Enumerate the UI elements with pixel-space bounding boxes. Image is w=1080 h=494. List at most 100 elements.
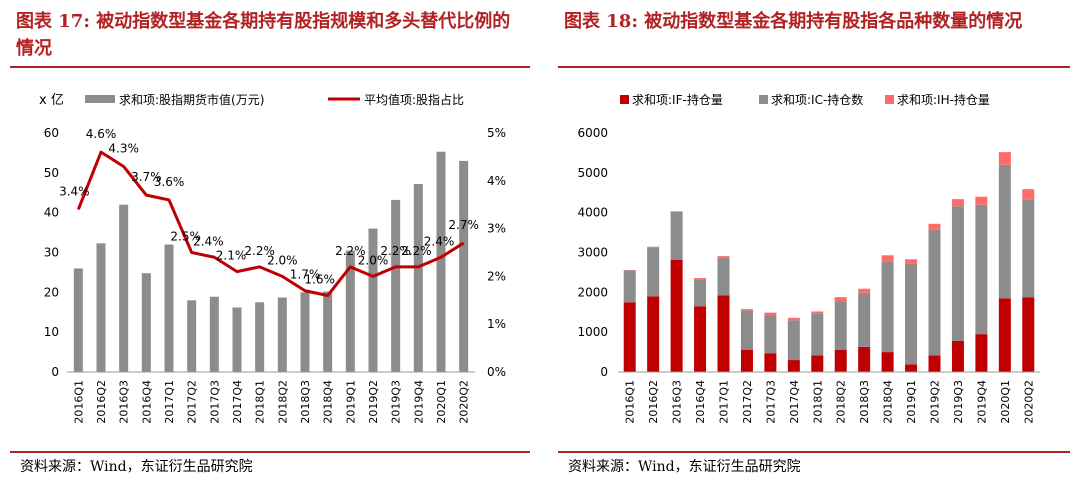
y-tick-label: 10	[44, 325, 59, 339]
x-tick-label: 2020Q1	[999, 380, 1012, 424]
y2-tick-label: 1%	[487, 317, 506, 331]
x-tick-label: 2016Q3	[671, 380, 684, 424]
bar-segment-if	[858, 346, 871, 372]
x-tick-label: 2016Q4	[140, 380, 153, 424]
x-tick-label: 2018Q3	[299, 380, 312, 424]
y2-tick-label: 4%	[487, 174, 506, 188]
line-data-label: 4.3%	[108, 141, 139, 155]
line-data-label: 2.4%	[193, 234, 224, 248]
x-tick-label: 2019Q1	[905, 380, 918, 424]
bar	[345, 250, 355, 372]
bar-segment-ic	[740, 310, 753, 350]
line-data-label: 4.6%	[86, 127, 117, 141]
x-tick-label: 2020Q1	[435, 380, 448, 424]
bar-segment-ic	[975, 204, 988, 335]
bar-segment-if	[905, 364, 918, 372]
line-data-label: 3.7%	[131, 170, 162, 184]
y-tick-label: 20	[44, 285, 59, 299]
y-tick-label: 3000	[577, 246, 608, 260]
y2-tick-label: 0%	[487, 365, 506, 379]
bar	[300, 292, 310, 372]
x-tick-label: 2019Q3	[390, 380, 403, 424]
bar-segment-ih	[998, 152, 1011, 165]
x-tick-label: 2016Q3	[118, 380, 131, 424]
bar-segment-ic	[623, 270, 636, 303]
bar-segment-ic	[834, 301, 847, 350]
bar	[323, 291, 333, 372]
x-tick-label: 2018Q3	[858, 380, 871, 424]
bar	[368, 228, 378, 372]
x-tick-label: 2017Q1	[718, 380, 731, 424]
line-data-label: 2.7%	[448, 218, 479, 232]
legend-swatch-ic	[759, 95, 768, 104]
line-data-label: 2.5%	[170, 230, 201, 244]
bar-segment-ih	[834, 297, 847, 302]
y-tick-label: 5000	[577, 166, 608, 180]
x-tick-label: 2016Q1	[624, 380, 637, 424]
x-tick-label: 2019Q2	[367, 380, 380, 424]
bar-segment-ih	[740, 309, 753, 311]
y2-tick-label: 5%	[487, 126, 506, 140]
bar-segment-ih	[670, 211, 683, 212]
legend-swatch-bar	[85, 95, 115, 103]
x-tick-label: 2020Q2	[1022, 380, 1035, 424]
bar-segment-ih	[717, 256, 730, 258]
x-tick-label: 2018Q1	[254, 380, 267, 424]
bar-segment-if	[647, 296, 660, 372]
bar-segment-if	[787, 360, 800, 372]
bar-segment-if	[764, 353, 777, 372]
x-tick-label: 2017Q4	[788, 380, 801, 424]
y-tick-label: 1000	[577, 325, 608, 339]
bar-segment-ih	[858, 288, 871, 293]
y-tick-label: 0	[51, 365, 59, 379]
bar-segment-ic	[717, 257, 730, 296]
line-data-label: 1.7%	[290, 268, 321, 282]
right-source: 资料来源：Wind，东证衍生品研究院	[568, 459, 801, 475]
x-tick-label: 2016Q1	[72, 380, 85, 424]
legend-label-if: 求和项:IF-持仓量	[632, 92, 723, 107]
bar-segment-ic	[858, 292, 871, 347]
x-tick-label: 2019Q1	[344, 380, 357, 424]
y-tick-label: 4000	[577, 206, 608, 220]
bar	[277, 297, 287, 372]
right-title-rule	[558, 66, 1070, 68]
left-panel: 图表 17: 被动指数型基金各期持有股指规模和多头替代比例的情况 0 10 20 30…	[10, 0, 530, 494]
bar-segment-ic	[998, 164, 1011, 299]
legend-swatch-ih	[885, 95, 894, 104]
bar	[209, 296, 219, 372]
left-chart-title: 图表 17: 被动指数型基金各期持有股指规模和多头替代比例的情况	[16, 11, 511, 59]
line-data-label: 2.1%	[216, 249, 247, 263]
y-tick-label: 40	[44, 206, 59, 220]
line-data-label: 3.4%	[59, 184, 90, 198]
x-tick-label: 2018Q2	[835, 380, 848, 424]
y2-tick-label: 3%	[487, 222, 506, 236]
bar-segment-ih	[928, 223, 941, 230]
x-tick-label: 2018Q4	[322, 380, 335, 424]
line-data-label: 2.2%	[244, 244, 275, 258]
bar-segment-ic	[811, 313, 824, 356]
x-tick-label: 2018Q1	[811, 380, 824, 424]
bar-segment-if	[811, 355, 824, 372]
x-tick-label: 2017Q2	[741, 380, 754, 424]
line-data-label: 2.2%	[380, 244, 411, 258]
left-chart: 0 10 20 30 40 50 60 0% 1% 2% 3% 4% 5% x 亿 求和项:股指期货市值(万…	[39, 92, 506, 424]
x-tick-label: 2016Q2	[95, 380, 108, 424]
bar	[232, 307, 242, 372]
bar-segment-ih	[1022, 189, 1035, 200]
line-data-label: 2.0%	[358, 253, 389, 267]
bar-segment-ih	[881, 255, 894, 262]
bar	[141, 273, 151, 372]
right-source-rule	[558, 451, 1070, 453]
bar-segment-ic	[670, 211, 683, 260]
bar-segment-ic	[881, 261, 894, 353]
bar	[96, 243, 106, 372]
bar	[119, 204, 129, 372]
bar-segment-ic	[951, 206, 964, 341]
legend-label-bar: 求和项:股指期货市值(万元)	[119, 92, 264, 107]
y-tick-label: 50	[44, 166, 59, 180]
bar-segment-if	[670, 259, 683, 372]
y2-tick-label: 2%	[487, 269, 506, 283]
legend-label-line: 平均值项:股指占比	[364, 92, 464, 107]
y-tick-label: 30	[44, 246, 59, 260]
bar-segment-if	[834, 349, 847, 372]
